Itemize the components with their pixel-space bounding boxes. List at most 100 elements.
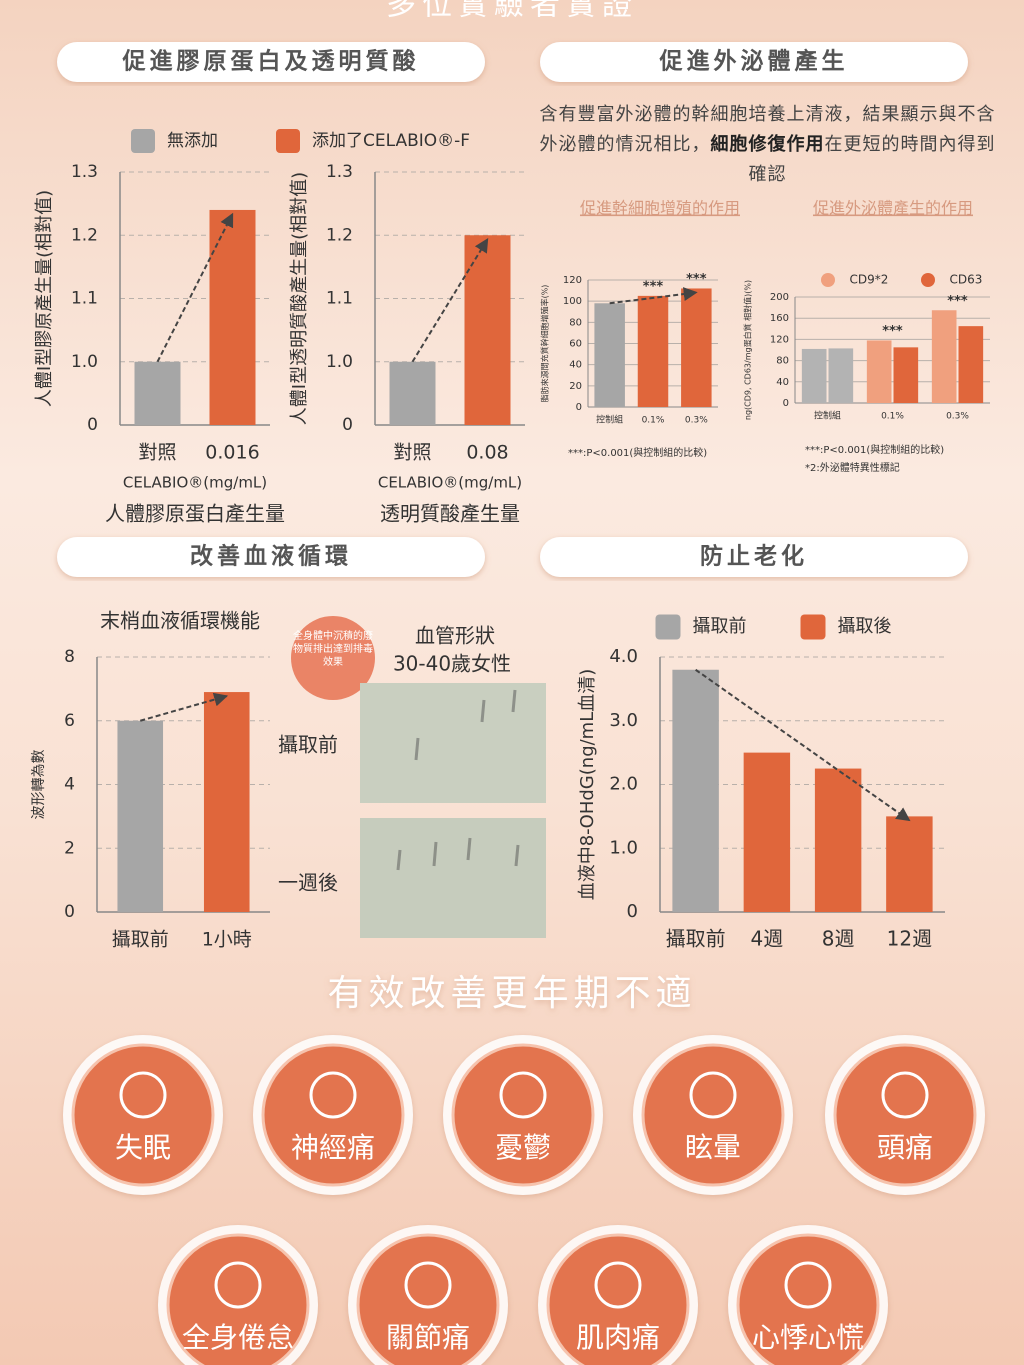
legend-label: 攝取前 xyxy=(693,616,747,637)
y-tick-label: 80 xyxy=(776,356,789,367)
y-tick-label: 0 xyxy=(342,415,353,435)
legend-swatch xyxy=(921,273,935,287)
text: 在更短的時間內得到確認 xyxy=(748,134,996,185)
page-title: 多位實驗者實證 xyxy=(386,0,638,23)
y-tick-label: 1.3 xyxy=(326,162,353,182)
note: ***:P<0.001(與控制組的比較) xyxy=(805,443,944,456)
y-tick-label: 1.1 xyxy=(326,289,353,309)
text: 含有豐富外泌體的幹細胞培養上清液，結果顯示與不含外泌體的情況相比， xyxy=(539,104,996,155)
x-tick-label: 0.08 xyxy=(466,442,508,464)
section-title: 促進膠原蛋白及透明質酸 xyxy=(122,48,420,75)
legend-label: CD63 xyxy=(950,273,983,287)
symptom-icon xyxy=(214,1261,262,1309)
symptom-icon xyxy=(309,1071,357,1119)
y-tick-label: 0 xyxy=(64,902,75,922)
y-tick-label: 1.1 xyxy=(71,289,98,309)
menopause-title: 有效改善更年期不適 xyxy=(327,973,696,1014)
bar xyxy=(958,326,984,403)
chart-caption: 透明質酸產生量 xyxy=(380,502,520,526)
symptom-circle xyxy=(71,1043,215,1187)
legend-label: CD9*2 xyxy=(850,273,889,287)
legend-swatch xyxy=(655,614,681,640)
y-tick-label: 200 xyxy=(770,292,789,303)
symptom-icon xyxy=(784,1261,832,1309)
bar xyxy=(672,669,719,912)
legend-swatch xyxy=(276,129,300,153)
y-tick-label: 1.3 xyxy=(71,162,98,182)
y-tick-label: 100 xyxy=(563,296,582,307)
bar xyxy=(814,768,862,912)
x-tick-label: 攝取前 xyxy=(112,929,169,951)
y-tick-label: 4.0 xyxy=(609,646,638,667)
y-tick-label: 0 xyxy=(87,415,98,435)
legend-label: 添加了CELABIO®-F xyxy=(312,131,470,151)
symptom-label: 全身倦怠 xyxy=(182,1321,294,1354)
y-axis-label: 人體I型膠原產生量(相對值) xyxy=(34,190,55,407)
annotation: *** xyxy=(882,324,903,339)
y-tick-label: 1.0 xyxy=(71,352,98,372)
x-tick-label: 對照 xyxy=(138,442,176,464)
bar xyxy=(389,361,436,425)
y-tick-label: 3.0 xyxy=(609,710,638,731)
section-title: 防止老化 xyxy=(700,543,808,570)
bar xyxy=(893,347,919,403)
y-axis-label: 人體I型透明質酸產生量(相對值) xyxy=(289,172,310,425)
x-tick-label: 1小時 xyxy=(202,929,252,951)
bar xyxy=(637,295,669,407)
legend-label: 攝取後 xyxy=(838,616,892,637)
x-tick-label: 0.016 xyxy=(205,442,259,464)
symptom-label: 憂鬱 xyxy=(495,1131,551,1164)
vessel-after: 一週後 xyxy=(278,871,338,895)
trend-arrow xyxy=(139,692,229,722)
symptom-label: 關節痛 xyxy=(386,1321,470,1354)
legend-swatch xyxy=(800,614,826,640)
y-tick-label: 4 xyxy=(64,775,75,795)
note: *2:外泌體特異性標記 xyxy=(805,461,900,474)
x-tick-label: 控制組 xyxy=(596,414,623,426)
vessel-image xyxy=(360,683,546,803)
bar xyxy=(209,209,256,425)
legend-swatch xyxy=(131,129,155,153)
symptom-circle xyxy=(356,1233,500,1365)
y-tick-label: 60 xyxy=(569,339,582,350)
symptom-label: 眩暈 xyxy=(685,1131,741,1164)
y-tick-label: 40 xyxy=(569,360,582,371)
section-header: 促進外泌體產生 xyxy=(540,42,968,82)
symptom-circle xyxy=(546,1233,690,1365)
section-header: 促進膠原蛋白及透明質酸 xyxy=(57,42,485,82)
trend-arrow xyxy=(609,287,698,305)
x-tick-label: 0.3% xyxy=(685,416,708,426)
vessel-image xyxy=(360,818,546,938)
bar xyxy=(681,288,712,407)
y-tick-label: 80 xyxy=(569,317,582,328)
x-tick-label: 0.1% xyxy=(881,412,904,422)
vessel-before: 攝取前 xyxy=(278,733,338,757)
y-tick-label: 8 xyxy=(64,647,75,667)
x-tick-label: 對照 xyxy=(393,442,431,464)
chart-title: 促進幹細胞增殖的作用 xyxy=(580,199,740,218)
section-title: 改善血液循環 xyxy=(190,543,352,570)
section-title: 促進外泌體產生 xyxy=(659,48,849,75)
y-tick-label: 1.0 xyxy=(326,352,353,372)
bar xyxy=(931,310,957,403)
bar xyxy=(464,235,511,425)
y-tick-label: 1.0 xyxy=(609,837,638,858)
y-tick-label: 0 xyxy=(576,402,582,413)
annotation: *** xyxy=(686,272,707,287)
vessel-subtitle: 30-40歲女性 xyxy=(393,652,511,676)
y-tick-label: 1.2 xyxy=(71,225,98,245)
section-header: 改善血液循環 xyxy=(57,537,485,577)
y-axis-label: 脂肪來源間充質幹細胞增殖率(%) xyxy=(540,285,550,403)
y-tick-label: 2 xyxy=(64,838,75,858)
y-tick-label: 20 xyxy=(569,381,582,392)
y-axis-label: ng(CD9, CD63/mg蛋白質 相對值)(%) xyxy=(743,280,753,420)
x-tick-label: 控制組 xyxy=(814,410,841,422)
y-tick-label: 120 xyxy=(770,334,789,345)
y-tick-label: 40 xyxy=(776,377,789,388)
x-tick-label: 攝取前 xyxy=(666,927,726,951)
y-tick-label: 6 xyxy=(64,711,75,731)
bar xyxy=(743,752,791,912)
symptom-circle xyxy=(261,1043,405,1187)
